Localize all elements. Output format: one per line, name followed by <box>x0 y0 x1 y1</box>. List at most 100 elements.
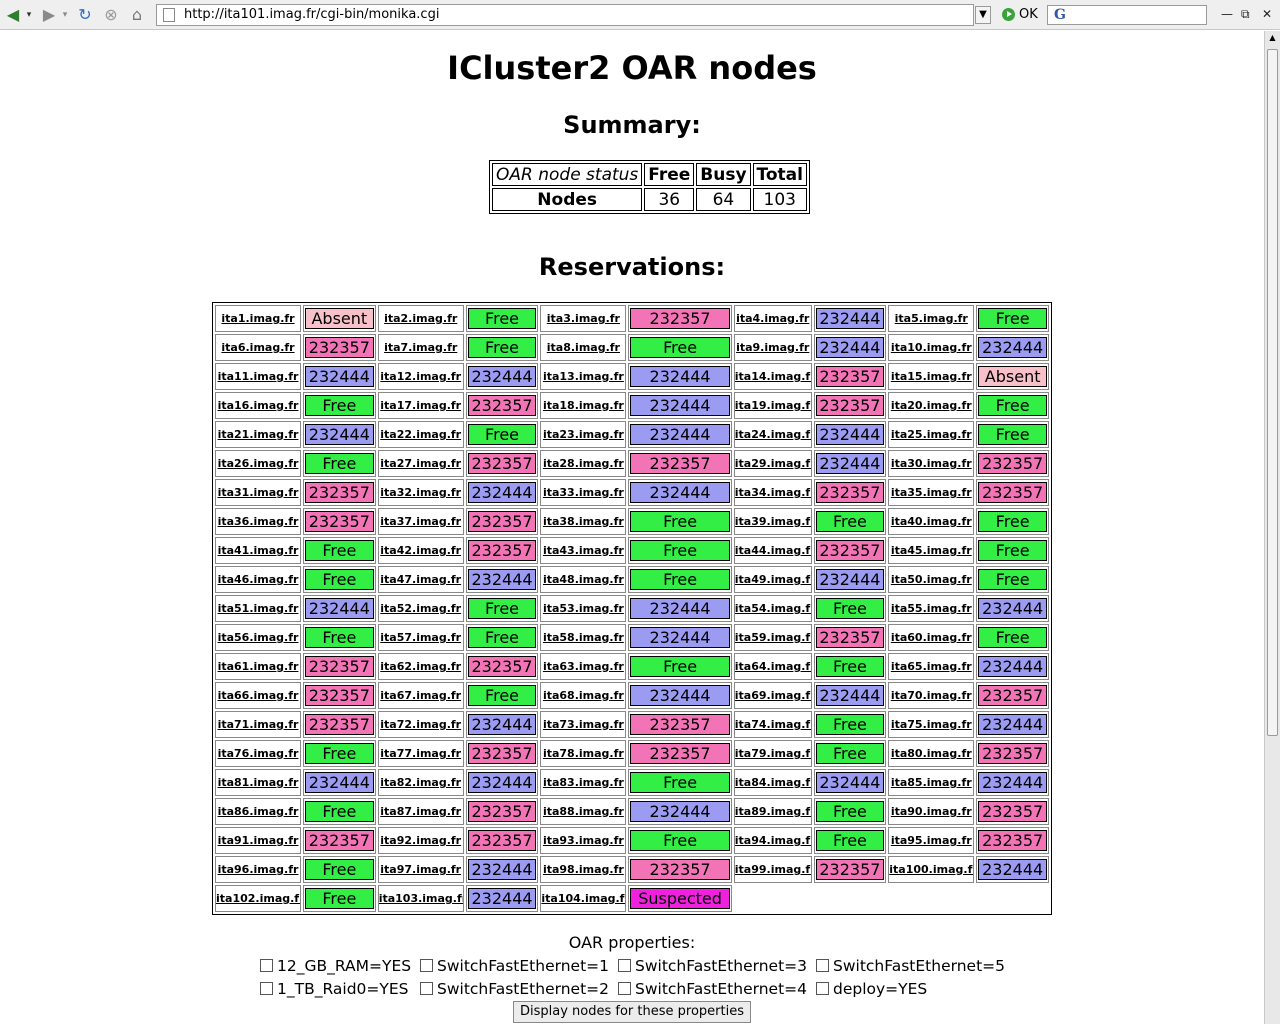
node-hostname-link[interactable]: ita3.imag.fr <box>540 305 627 332</box>
property-checkbox-switch-2[interactable]: SwitchFastEthernet=2 <box>420 980 609 998</box>
node-hostname-link[interactable]: ita76.imag.fr <box>215 740 301 767</box>
node-hostname-link[interactable]: ita38.imag.fr <box>540 508 627 535</box>
node-hostname-link[interactable]: ita87.imag.fr <box>377 798 464 825</box>
node-hostname-link[interactable]: ita53.imag.fr <box>540 595 627 622</box>
node-hostname-link[interactable]: ita72.imag.fr <box>377 711 464 738</box>
node-hostname-link[interactable]: ita89.imag.fr <box>733 798 812 825</box>
node-hostname-link[interactable]: ita65.imag.fr <box>888 653 975 680</box>
node-hostname-link[interactable]: ita40.imag.fr <box>888 508 975 535</box>
node-hostname-link[interactable]: ita43.imag.fr <box>540 537 627 564</box>
node-hostname-link[interactable]: ita10.imag.fr <box>888 334 975 361</box>
node-hostname-link[interactable]: ita22.imag.fr <box>377 421 464 448</box>
node-hostname-link[interactable]: ita45.imag.fr <box>888 537 975 564</box>
node-hostname-link[interactable]: ita23.imag.fr <box>540 421 627 448</box>
scrollbar-thumb[interactable] <box>1267 49 1278 736</box>
node-hostname-link[interactable]: ita58.imag.fr <box>540 624 627 651</box>
node-hostname-link[interactable]: ita93.imag.fr <box>540 827 627 854</box>
node-hostname-link[interactable]: ita30.imag.fr <box>888 450 975 477</box>
node-hostname-link[interactable]: ita80.imag.fr <box>888 740 975 767</box>
property-checkbox-switch-4[interactable]: SwitchFastEthernet=4 <box>618 980 807 998</box>
node-hostname-link[interactable]: ita44.imag.fr <box>733 537 812 564</box>
node-hostname-link[interactable]: ita84.imag.fr <box>733 769 812 796</box>
node-hostname-link[interactable]: ita75.imag.fr <box>888 711 975 738</box>
node-hostname-link[interactable]: ita66.imag.fr <box>215 682 301 709</box>
forward-arrow-icon[interactable]: ▶ <box>42 5 56 24</box>
node-hostname-link[interactable]: ita94.imag.fr <box>733 827 812 854</box>
node-hostname-link[interactable]: ita91.imag.fr <box>215 827 301 854</box>
node-hostname-link[interactable]: ita33.imag.fr <box>540 479 627 506</box>
node-hostname-link[interactable]: ita82.imag.fr <box>377 769 464 796</box>
home-icon[interactable]: ⌂ <box>131 5 143 24</box>
checkbox-icon[interactable] <box>420 959 433 972</box>
scroll-up-icon[interactable]: ▲ <box>1269 33 1276 42</box>
node-hostname-link[interactable]: ita54.imag.fr <box>733 595 812 622</box>
node-hostname-link[interactable]: ita103.imag.fr <box>377 885 464 912</box>
node-hostname-link[interactable]: ita61.imag.fr <box>215 653 301 680</box>
node-hostname-link[interactable]: ita78.imag.fr <box>540 740 627 767</box>
node-hostname-link[interactable]: ita36.imag.fr <box>215 508 301 535</box>
node-hostname-link[interactable]: ita11.imag.fr <box>215 363 301 390</box>
address-dropdown-icon[interactable]: ▼ <box>975 6 991 24</box>
minimize-icon[interactable]: — <box>1221 7 1233 21</box>
node-hostname-link[interactable]: ita18.imag.fr <box>540 392 627 419</box>
node-hostname-link[interactable]: ita24.imag.fr <box>733 421 812 448</box>
node-hostname-link[interactable]: ita57.imag.fr <box>377 624 464 651</box>
checkbox-icon[interactable] <box>260 982 273 995</box>
node-hostname-link[interactable]: ita77.imag.fr <box>377 740 464 767</box>
node-hostname-link[interactable]: ita97.imag.fr <box>377 856 464 883</box>
node-hostname-link[interactable]: ita19.imag.fr <box>733 392 812 419</box>
node-hostname-link[interactable]: ita42.imag.fr <box>377 537 464 564</box>
node-hostname-link[interactable]: ita1.imag.fr <box>215 305 301 332</box>
node-hostname-link[interactable]: ita56.imag.fr <box>215 624 301 651</box>
node-hostname-link[interactable]: ita6.imag.fr <box>215 334 301 361</box>
node-hostname-link[interactable]: ita29.imag.fr <box>733 450 812 477</box>
node-hostname-link[interactable]: ita62.imag.fr <box>377 653 464 680</box>
node-hostname-link[interactable]: ita35.imag.fr <box>888 479 975 506</box>
property-checkbox-deploy[interactable]: deploy=YES <box>816 980 927 998</box>
checkbox-icon[interactable] <box>618 959 631 972</box>
node-hostname-link[interactable]: ita73.imag.fr <box>540 711 627 738</box>
node-hostname-link[interactable]: ita20.imag.fr <box>888 392 975 419</box>
property-checkbox-switch-3[interactable]: SwitchFastEthernet=3 <box>618 957 807 975</box>
node-hostname-link[interactable]: ita86.imag.fr <box>215 798 301 825</box>
node-hostname-link[interactable]: ita13.imag.fr <box>540 363 627 390</box>
node-hostname-link[interactable]: ita16.imag.fr <box>215 392 301 419</box>
node-hostname-link[interactable]: ita17.imag.fr <box>377 392 464 419</box>
property-checkbox-switch-5[interactable]: SwitchFastEthernet=5 <box>816 957 1005 975</box>
restore-icon[interactable]: ⧉ <box>1241 7 1250 21</box>
node-hostname-link[interactable]: ita55.imag.fr <box>888 595 975 622</box>
node-hostname-link[interactable]: ita63.imag.fr <box>540 653 627 680</box>
node-hostname-link[interactable]: ita27.imag.fr <box>377 450 464 477</box>
node-hostname-link[interactable]: ita9.imag.fr <box>733 334 812 361</box>
property-checkbox-switch-1[interactable]: SwitchFastEthernet=1 <box>420 957 609 975</box>
checkbox-icon[interactable] <box>260 959 273 972</box>
node-hostname-link[interactable]: ita98.imag.fr <box>540 856 627 883</box>
node-hostname-link[interactable]: ita28.imag.fr <box>540 450 627 477</box>
back-arrow-icon[interactable]: ◀ <box>6 5 20 24</box>
node-hostname-link[interactable]: ita70.imag.fr <box>888 682 975 709</box>
go-button[interactable]: OK <box>1002 7 1038 22</box>
node-hostname-link[interactable]: ita85.imag.fr <box>888 769 975 796</box>
node-hostname-link[interactable]: ita41.imag.fr <box>215 537 301 564</box>
node-hostname-link[interactable]: ita96.imag.fr <box>215 856 301 883</box>
node-hostname-link[interactable]: ita52.imag.fr <box>377 595 464 622</box>
node-hostname-link[interactable]: ita69.imag.fr <box>733 682 812 709</box>
display-nodes-button[interactable]: Display nodes for these properties <box>513 1001 751 1023</box>
node-hostname-link[interactable]: ita74.imag.fr <box>733 711 812 738</box>
back-history-dropdown-icon[interactable]: ▾ <box>26 10 32 20</box>
stop-icon[interactable]: ⊗ <box>104 5 118 24</box>
node-hostname-link[interactable]: ita4.imag.fr <box>733 305 812 332</box>
node-hostname-link[interactable]: ita68.imag.fr <box>540 682 627 709</box>
node-hostname-link[interactable]: ita37.imag.fr <box>377 508 464 535</box>
property-checkbox-1tb-raid0[interactable]: 1_TB_Raid0=YES <box>260 980 409 998</box>
node-hostname-link[interactable]: ita46.imag.fr <box>215 566 301 593</box>
node-hostname-link[interactable]: ita64.imag.fr <box>733 653 812 680</box>
checkbox-icon[interactable] <box>816 982 829 995</box>
node-hostname-link[interactable]: ita102.imag.fr <box>215 885 301 912</box>
search-input[interactable]: G <box>1047 5 1207 25</box>
node-hostname-link[interactable]: ita104.imag.fr <box>540 885 627 912</box>
node-hostname-link[interactable]: ita14.imag.fr <box>733 363 812 390</box>
node-hostname-link[interactable]: ita83.imag.fr <box>540 769 627 796</box>
node-hostname-link[interactable]: ita5.imag.fr <box>888 305 975 332</box>
node-hostname-link[interactable]: ita21.imag.fr <box>215 421 301 448</box>
